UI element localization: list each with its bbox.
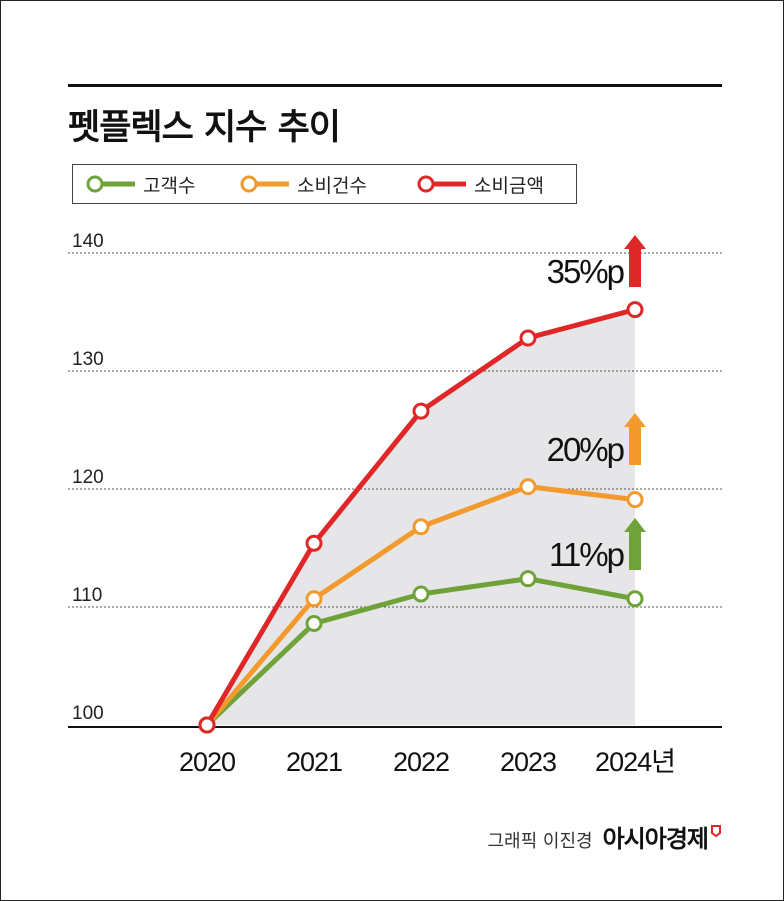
- y-tick-140: 140: [72, 231, 104, 252]
- legend-swatch-green-icon: [86, 175, 135, 193]
- point-2-2: [412, 402, 430, 420]
- legend-label-transactions: 소비건수: [297, 174, 367, 197]
- legend-item-spending: 소비금액: [416, 165, 544, 203]
- point-2-4: [626, 301, 644, 319]
- legend: 고객수 소비건수 소비금액: [72, 164, 577, 204]
- credit: 그래픽 이진경 아시아경제: [487, 819, 721, 854]
- x-tick-2023: 2023: [500, 747, 556, 777]
- x-tick-2021: 2021: [286, 747, 342, 777]
- y-tick-100: 100: [72, 703, 104, 724]
- x-tick-2024년: 2024년: [595, 747, 675, 777]
- up-arrow-icon: [624, 413, 646, 465]
- annotation-2: 11%p: [549, 536, 624, 573]
- point-2-3: [519, 329, 537, 347]
- point-0-3: [519, 570, 537, 588]
- point-1-1: [305, 590, 323, 608]
- start-point: [198, 716, 216, 734]
- chart-title: 펫플렉스 지수 추이: [68, 108, 341, 148]
- up-arrow-icon: [624, 235, 646, 287]
- point-2-1: [305, 534, 323, 552]
- point-0-4: [626, 590, 644, 608]
- point-1-4: [626, 491, 644, 509]
- legend-label-spending: 소비금액: [474, 174, 544, 197]
- point-0-2: [412, 585, 430, 603]
- legend-item-customers: 고객수: [85, 165, 195, 203]
- y-tick-110: 110: [72, 585, 102, 606]
- y-tick-130: 130: [72, 349, 104, 370]
- x-tick-2022: 2022: [393, 747, 449, 777]
- credit-text: 그래픽 이진경: [487, 831, 593, 852]
- up-arrow-icon: [624, 518, 646, 570]
- x-tick-2020: 2020: [179, 747, 235, 777]
- annotation-1: 20%p: [547, 431, 624, 468]
- legend-item-transactions: 소비건수: [239, 165, 367, 203]
- annotation-0: 35%p: [547, 253, 624, 290]
- point-1-3: [519, 478, 537, 496]
- brand-logo: 아시아경제: [602, 825, 709, 853]
- y-tick-120: 120: [72, 467, 104, 488]
- legend-swatch-orange-icon: [240, 175, 289, 193]
- legend-label-customers: 고객수: [143, 174, 196, 197]
- point-0-1: [305, 615, 323, 633]
- title-rule: [68, 84, 722, 87]
- brand-mark-icon: [711, 825, 721, 837]
- point-1-2: [412, 518, 430, 536]
- legend-swatch-red-icon: [417, 175, 466, 193]
